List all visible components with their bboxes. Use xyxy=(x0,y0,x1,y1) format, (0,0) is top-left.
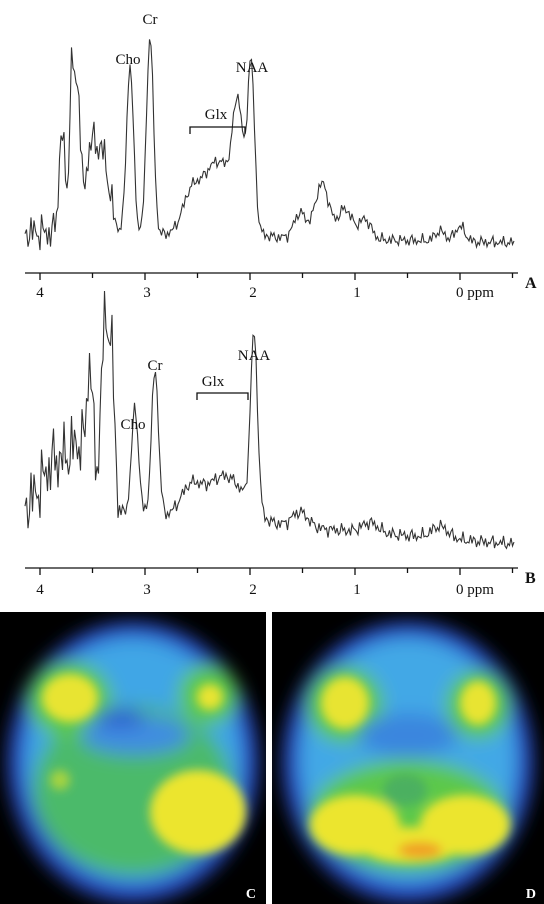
peak-label: Cho xyxy=(120,417,145,433)
tick-label: 4 xyxy=(36,582,44,598)
tick-label: 0 ppm xyxy=(456,285,494,301)
peak-label: Cho xyxy=(115,52,140,68)
tick-label: 2 xyxy=(249,582,257,598)
peak-label: Cr xyxy=(148,358,163,374)
spectrum-trace xyxy=(24,290,515,550)
peak-label: Cr xyxy=(143,12,158,28)
tick-label: 3 xyxy=(143,582,151,598)
image-label: C xyxy=(246,887,256,902)
tick-label: 1 xyxy=(353,285,361,301)
panel-label: B xyxy=(525,570,536,587)
axis-ticks xyxy=(39,273,514,280)
tick-label: 0 ppm xyxy=(456,582,494,598)
tick-label: 2 xyxy=(249,285,257,301)
panel-label: A xyxy=(525,275,537,292)
image-label: D xyxy=(526,887,536,902)
peak-label: NAA xyxy=(236,60,269,76)
peak-label: Glx xyxy=(205,107,228,123)
peak-label: Glx xyxy=(202,374,225,390)
bracket xyxy=(196,392,249,400)
tick-label: 3 xyxy=(143,285,151,301)
axis-ticks xyxy=(39,568,514,575)
spectrum-trace xyxy=(24,39,515,251)
tick-label: 4 xyxy=(36,285,44,301)
bracket xyxy=(189,126,246,134)
pet-image: D xyxy=(272,612,544,904)
tick-label: 1 xyxy=(353,582,361,598)
peak-label: NAA xyxy=(238,348,271,364)
pet-image: C xyxy=(0,612,266,904)
